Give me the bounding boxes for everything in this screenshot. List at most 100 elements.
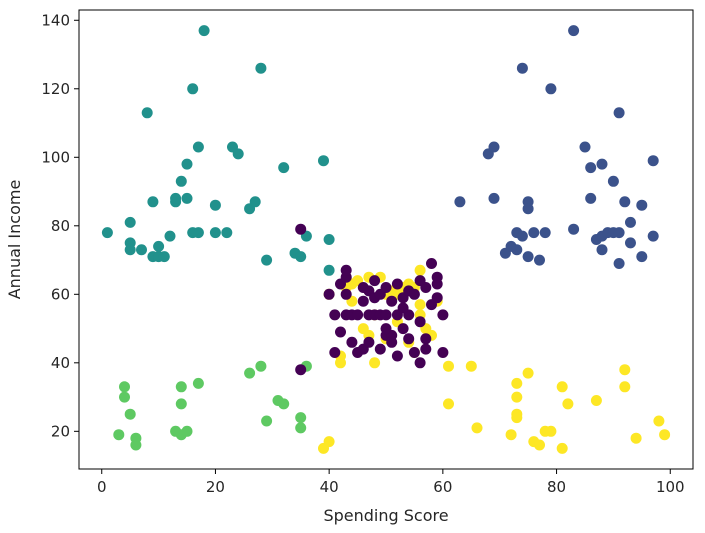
data-point (522, 203, 534, 215)
data-point (443, 398, 454, 410)
data-point (209, 199, 221, 211)
data-point (539, 227, 551, 239)
data-point (136, 244, 147, 256)
data-point (556, 442, 568, 454)
data-point (619, 196, 631, 208)
data-point (505, 429, 517, 441)
data-point (625, 237, 636, 249)
x-tick-label: 20 (206, 478, 225, 496)
data-point (175, 398, 187, 410)
data-point (261, 415, 273, 427)
data-point (568, 223, 580, 235)
data-point (403, 333, 415, 345)
data-point (278, 398, 290, 410)
y-axis: 20 40 60 80 100 120 140 (41, 11, 79, 440)
data-point (192, 141, 204, 153)
data-point (153, 240, 165, 252)
data-point (329, 347, 341, 358)
data-point (511, 412, 523, 424)
data-point (619, 381, 631, 393)
data-point (414, 299, 426, 311)
data-point (335, 326, 346, 338)
data-point (357, 323, 369, 335)
data-point (340, 288, 352, 300)
x-axis-label: Spending Score (323, 506, 448, 525)
data-point (221, 227, 233, 239)
data-point (545, 425, 557, 437)
data-point (488, 141, 500, 153)
data-point (374, 343, 386, 355)
data-point (511, 377, 523, 389)
y-tick-label: 80 (51, 217, 70, 235)
data-point (408, 288, 420, 300)
data-point (175, 175, 187, 187)
data-point (147, 196, 159, 208)
data-point (340, 264, 352, 276)
data-point (249, 196, 261, 208)
data-point (261, 254, 273, 266)
data-point (357, 295, 369, 307)
data-point (380, 323, 392, 335)
data-point (414, 357, 426, 369)
data-point (101, 227, 113, 239)
data-point (426, 258, 437, 269)
data-point (329, 309, 341, 321)
data-point (386, 295, 398, 307)
data-point (113, 429, 125, 441)
data-point (534, 254, 545, 266)
data-point (397, 302, 409, 314)
data-point (369, 357, 381, 369)
data-point (630, 432, 642, 444)
data-point (295, 412, 307, 424)
data-point (323, 436, 335, 448)
data-point (255, 360, 267, 372)
y-tick-label: 120 (41, 80, 70, 98)
x-tick-label: 100 (656, 478, 685, 496)
data-point (124, 244, 136, 256)
data-point (391, 278, 403, 290)
x-tick-label: 80 (547, 478, 566, 496)
data-point (653, 415, 665, 427)
data-point (170, 192, 182, 204)
data-point (357, 282, 369, 293)
data-point (295, 223, 307, 235)
data-point (465, 360, 477, 372)
data-point (397, 323, 409, 335)
y-tick-label: 40 (51, 354, 70, 372)
data-point (369, 275, 381, 287)
y-tick-label: 100 (41, 148, 70, 166)
x-tick-label: 40 (320, 478, 339, 496)
data-point (562, 398, 574, 410)
data-point (363, 336, 375, 348)
data-point (636, 251, 648, 263)
data-point (516, 230, 528, 242)
data-point (119, 381, 130, 393)
data-point (209, 227, 221, 239)
data-point (522, 367, 534, 379)
data-point (352, 309, 364, 321)
data-point (181, 158, 193, 170)
data-point (534, 439, 545, 451)
data-point (420, 333, 432, 345)
data-point (590, 395, 602, 406)
x-tick-label: 0 (97, 478, 107, 496)
data-point (647, 230, 659, 242)
data-point (119, 391, 130, 403)
plot-frame (78, 9, 694, 470)
y-tick-label: 60 (51, 285, 70, 303)
data-point (198, 25, 210, 37)
data-point (318, 155, 329, 167)
data-point (130, 439, 142, 451)
data-point (323, 264, 335, 276)
data-point (454, 196, 466, 208)
data-point (625, 216, 636, 228)
data-point (488, 192, 500, 204)
data-point (596, 244, 608, 256)
data-point (636, 199, 648, 211)
data-point (511, 244, 523, 256)
x-tick-label: 60 (433, 478, 452, 496)
data-point (420, 282, 432, 293)
data-point (124, 408, 136, 420)
data-point (255, 62, 267, 74)
